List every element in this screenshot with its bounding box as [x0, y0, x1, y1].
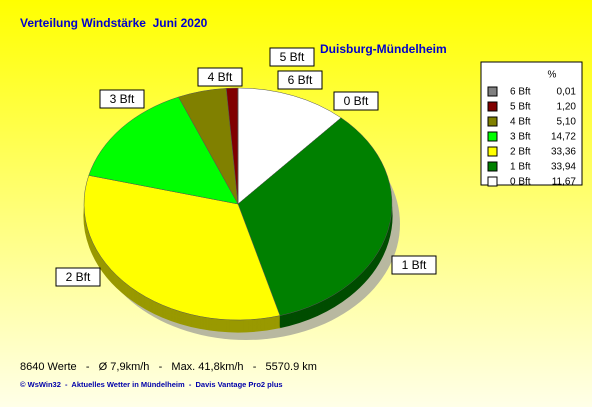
slice-label: 2 Bft: [66, 270, 91, 284]
slice-label: 6 Bft: [288, 73, 313, 87]
slice-label: 0 Bft: [344, 94, 369, 108]
legend-swatch: [488, 147, 497, 156]
legend-label: 3 Bft: [510, 132, 531, 143]
legend-value: 1,20: [557, 102, 577, 113]
slice-label: 5 Bft: [280, 50, 305, 64]
credit: © WsWin32 - Aktuelles Wetter in Mündelhe…: [20, 380, 283, 389]
legend-label: 5 Bft: [510, 102, 531, 113]
legend-value: 5,10: [557, 117, 577, 128]
slice-label: 3 Bft: [110, 92, 135, 106]
slice-label: 4 Bft: [208, 70, 233, 84]
legend-swatch: [488, 162, 497, 171]
legend-label: 2 Bft: [510, 147, 531, 158]
legend-label: 4 Bft: [510, 117, 531, 128]
legend-swatch: [488, 117, 497, 126]
footer: 8640 Werte - Ø 7,9km/h - Max. 41,8km/h -…: [20, 361, 317, 373]
legend-label: 6 Bft: [510, 87, 531, 98]
legend-value: 14,72: [551, 132, 576, 143]
legend-value: 11,67: [552, 177, 577, 188]
legend-value: 0,01: [557, 87, 577, 98]
slice-label: 1 Bft: [402, 258, 427, 272]
legend-swatch: [488, 87, 497, 96]
legend-header: %: [548, 70, 557, 81]
legend-label: 1 Bft: [510, 162, 531, 173]
chart-subtitle: Duisburg-Mündelheim: [320, 42, 447, 56]
legend-label: 0 Bft: [510, 177, 531, 188]
legend-value: 33,94: [551, 162, 576, 173]
chart-title: Verteilung Windstärke Juni 2020: [20, 16, 208, 30]
legend-swatch: [488, 177, 497, 186]
legend-value: 33,36: [551, 147, 576, 158]
legend-swatch: [488, 132, 497, 141]
legend-swatch: [488, 102, 497, 111]
